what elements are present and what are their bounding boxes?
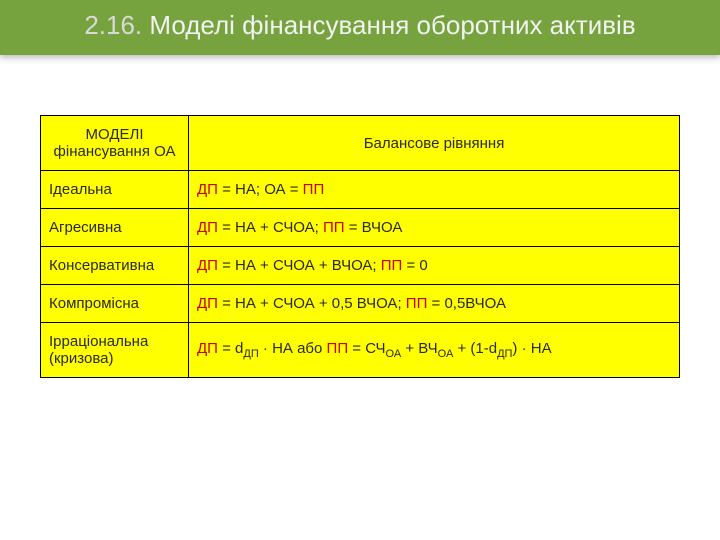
table-row: КомпроміснаДП = НА + СЧОА + 0,5 ВЧОА; ПП… — [41, 285, 680, 323]
formula-segment: + (1-d — [453, 340, 497, 357]
formula-segment: ) · НА — [512, 340, 551, 357]
title-text: Моделі фінансування оборотних активів — [149, 10, 635, 40]
model-cell: Консервативна — [41, 247, 189, 285]
table-row: ІдеальнаДП = НА; ОА = ПП — [41, 171, 680, 209]
formula-cell: ДП = НА + СЧОА + 0,5 ВЧОА; ПП = 0,5ВЧОА — [189, 285, 680, 323]
formula-red-segment: ДП — [197, 295, 218, 312]
formula-segment: + ВЧ — [401, 340, 437, 357]
formula-subscript: ДП — [497, 348, 512, 360]
formula-cell: ДП = НА + СЧОА; ПП = ВЧОА — [189, 209, 680, 247]
header-model: МОДЕЛІ фінансування ОА — [41, 116, 189, 171]
formula-cell: ДП = НА; ОА = ПП — [189, 171, 680, 209]
formula-red-segment: ДП — [197, 257, 218, 274]
formula-cell: ДП = НА + СЧОА + ВЧОА; ПП = 0 — [189, 247, 680, 285]
models-table: МОДЕЛІ фінансування ОА Балансове рівнянн… — [40, 115, 680, 378]
formula-segment: = 0 — [402, 257, 427, 274]
formula-red-segment: ПП — [327, 340, 349, 357]
formula-segment: = d — [218, 340, 243, 357]
formula-segment: = НА + СЧОА + 0,5 ВЧОА; — [218, 295, 406, 312]
formula-cell: ДП = dДП · НА або ПП = СЧОА + ВЧОА + (1-… — [189, 323, 680, 378]
title-banner: 2.16. Моделі фінансування оборотних акти… — [0, 0, 720, 55]
title-number: 2.16. — [84, 10, 142, 40]
formula-subscript: ДП — [243, 348, 258, 360]
formula-red-segment: ПП — [303, 181, 325, 198]
formula-red-segment: ДП — [197, 181, 218, 198]
formula-red-segment: ДП — [197, 219, 218, 236]
formula-subscript: ОА — [438, 348, 454, 360]
model-cell: Ідеальна — [41, 171, 189, 209]
model-cell: Ірраціональна (кризова) — [41, 323, 189, 378]
model-cell: Агресивна — [41, 209, 189, 247]
content-area: МОДЕЛІ фінансування ОА Балансове рівнянн… — [0, 55, 720, 378]
formula-segment: = ВЧОА — [345, 219, 403, 236]
table-header-row: МОДЕЛІ фінансування ОА Балансове рівнянн… — [41, 116, 680, 171]
page-title: 2.16. Моделі фінансування оборотних акти… — [20, 10, 700, 41]
model-cell: Компромісна — [41, 285, 189, 323]
formula-segment: = 0,5ВЧОА — [427, 295, 506, 312]
formula-segment: = СЧ — [348, 340, 385, 357]
formula-segment: · НА або — [259, 340, 327, 357]
formula-segment: = НА + СЧОА + ВЧОА; — [218, 257, 381, 274]
table-row: КонсервативнаДП = НА + СЧОА + ВЧОА; ПП =… — [41, 247, 680, 285]
formula-segment: = НА + СЧОА; — [218, 219, 323, 236]
formula-segment: = НА; ОА = — [218, 181, 303, 198]
formula-red-segment: ПП — [381, 257, 403, 274]
table-row: Ірраціональна (кризова)ДП = dДП · НА або… — [41, 323, 680, 378]
formula-red-segment: ДП — [197, 340, 218, 357]
formula-red-segment: ПП — [323, 219, 345, 236]
table-body: ІдеальнаДП = НА; ОА = ППАгресивнаДП = НА… — [41, 171, 680, 378]
formula-red-segment: ПП — [406, 295, 428, 312]
table-row: АгресивнаДП = НА + СЧОА; ПП = ВЧОА — [41, 209, 680, 247]
formula-subscript: ОА — [386, 348, 402, 360]
header-equation: Балансове рівняння — [189, 116, 680, 171]
